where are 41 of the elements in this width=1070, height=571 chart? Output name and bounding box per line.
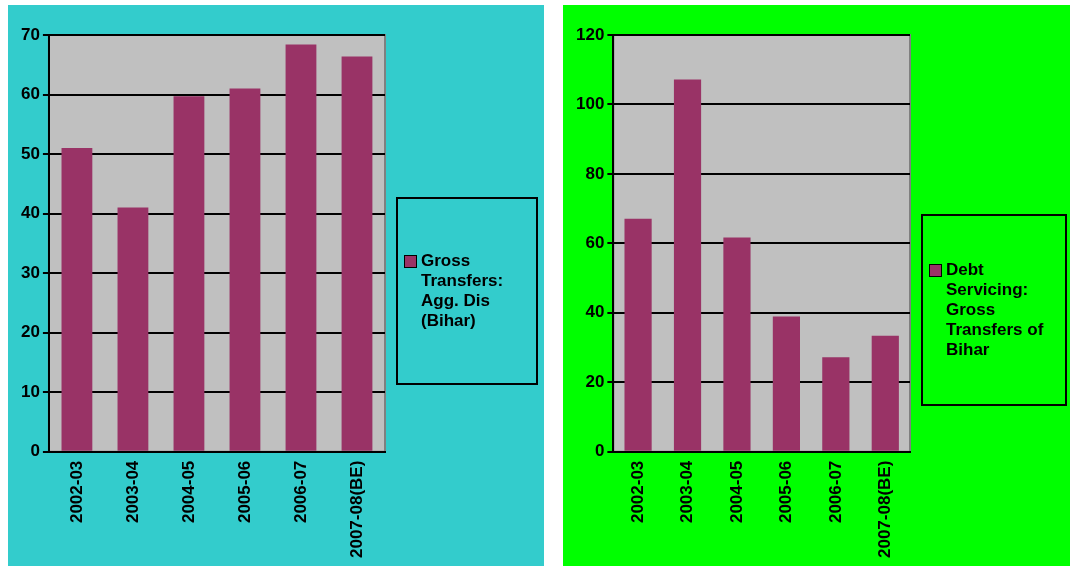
y-tick-label: 50 [20,143,40,163]
y-tick-label: 60 [585,233,605,253]
bar [341,56,373,451]
y-tick-label: 80 [585,163,605,183]
legend-label: Debt Servicing: Gross Transfers of Bihar [946,260,1045,360]
x-tick-label: 2007-08(BE) [346,460,366,558]
bar [871,335,899,451]
x-tick-label: 2006-07 [825,460,845,524]
bar [61,148,93,451]
bar [624,218,652,451]
bar [673,79,702,451]
x-tick-label: 2005-06 [234,460,254,524]
x-tick-label: 2002-03 [66,460,86,524]
y-tick-label: 0 [594,441,605,461]
bar [822,357,850,451]
x-tick-label: 2006-07 [290,460,310,524]
y-tick-label: 20 [20,322,40,342]
y-tick-label: 120 [575,24,605,44]
bar [285,44,317,451]
x-tick-label: 2004-05 [178,460,198,524]
x-tick-label: 2002-03 [627,460,647,524]
y-tick-label: 60 [20,84,40,104]
x-tick-label: 2003-04 [122,460,142,524]
y-tick-label: 0 [30,441,40,461]
bar [173,96,205,451]
x-tick-label: 2003-04 [677,460,697,524]
legend-label: Gross Transfers: Agg. Dis (Bihar) [421,251,505,331]
y-tick-label: 10 [20,381,40,401]
y-tick-label: 20 [585,371,605,391]
bar [772,316,800,451]
y-tick-label: 30 [20,262,40,282]
x-tick-label: 2004-05 [726,460,746,524]
x-tick-label: 2005-06 [776,460,796,524]
y-tick-label: 40 [20,203,40,223]
y-tick-label: 70 [20,24,40,44]
bar [117,207,149,451]
y-tick-label: 40 [585,302,605,322]
bar [229,88,261,451]
x-tick-label: 2007-08(BE) [874,460,894,558]
bar [723,237,751,451]
y-tick-label: 100 [575,94,605,114]
